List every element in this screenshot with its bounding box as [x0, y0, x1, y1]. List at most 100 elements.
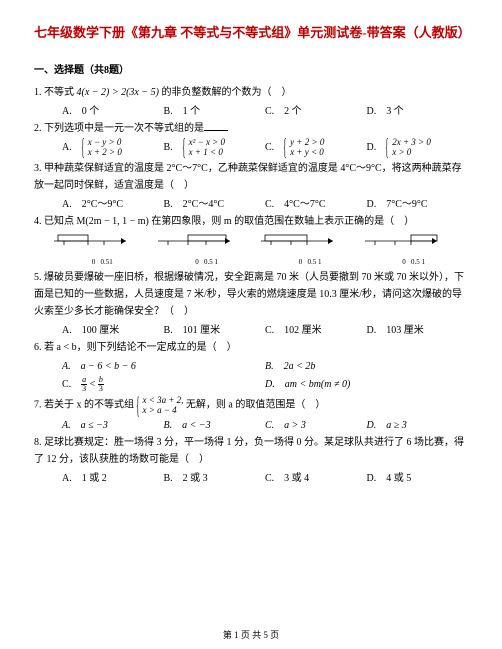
- q5-opt-b: B. 101 厘米: [164, 321, 266, 336]
- q1-stem-a: 1. 不等式: [34, 87, 77, 98]
- fraction: a3: [81, 376, 87, 393]
- fraction: b3: [98, 376, 104, 393]
- q2-options: A. x − y > 0x + 2 > 0 B. x² − x > 0x + 1…: [62, 138, 468, 157]
- q3-opt-a: A. 2°C～9°C: [62, 195, 164, 210]
- q7-options: A. a ≤ −3 B. a < −3 C. a > 3 D. a ≥ 3: [62, 416, 468, 431]
- q8-opt-c: C. 3 或 4: [265, 469, 367, 484]
- q2-opt-d: D. 2x + 3 > 0x > 0: [367, 138, 469, 157]
- tick: 0: [299, 258, 303, 266]
- q4-stem: 4. 已知点 M(2m − 1, 1 − m) 在第四象限，则 m 的取值范围在…: [34, 213, 468, 230]
- section-1-heading: 一、选择题（共8题）: [34, 61, 468, 76]
- brace-icon: x² − x > 0x + 1 < 0: [183, 138, 225, 157]
- q2-b-l2: x + 1 < 0: [189, 148, 225, 157]
- q6-opt-c: C. a3 < b3: [62, 375, 265, 393]
- page-footer: 第 1 页 共 5 页: [0, 628, 502, 641]
- q3-opt-b: B. 2°C～4°C: [164, 195, 266, 210]
- q2-opt-c: C. y + 2 > 0x + y < 0: [265, 138, 367, 157]
- tick: 0.5 1: [411, 258, 425, 266]
- q3-options: A. 2°C～9°C B. 2°C～4°C C. 4°C～7°C D. 7°C～…: [62, 195, 468, 210]
- q3-opt-c: C. 4°C～7°C: [265, 195, 367, 210]
- q1-opt-c: C. 2 个: [265, 102, 367, 117]
- brace-icon: 2x + 3 > 0x > 0: [386, 138, 431, 157]
- numberline-icon: [158, 231, 238, 253]
- tick: 0.5 1: [204, 258, 218, 266]
- q6-c-pre: C.: [62, 379, 81, 390]
- numberline-icon: [365, 231, 445, 253]
- q4-diagrams: 0 0.51 0 0.5 1 0: [54, 231, 468, 266]
- q6-options-row2: C. a3 < b3 D. am < bm(m ≠ 0): [62, 375, 468, 393]
- q8-stem: 8. 足球比赛规定：胜一场得 3 分，平一场得 1 分，负一场得 0 分。某足球…: [34, 434, 468, 468]
- q2-stem: 2. 下列选项中是一元一次不等式组的是: [34, 120, 468, 137]
- q6-stem: 6. 若 a < b，则下列结论不一定成立的是（ ）: [34, 339, 468, 356]
- brace-icon: x < 3a + 2,x > a − 4: [137, 396, 184, 415]
- tick: 0: [402, 258, 406, 266]
- q7-opt-d: D. a ≥ 3: [367, 416, 469, 431]
- q5-opt-c: C. 102 厘米: [265, 321, 367, 336]
- q2-b-pre: B.: [164, 142, 183, 153]
- tick: 0: [195, 258, 199, 266]
- q2-c-pre: C.: [265, 142, 284, 153]
- q6-stem-text: 6. 若 a < b，则下列结论不一定成立的是（ ）: [34, 342, 237, 353]
- q3-opt-d: D. 7°C～9°C: [367, 195, 469, 210]
- q7-c-text: C. a > 3: [265, 420, 306, 431]
- q4-stem-text: 4. 已知点 M(2m − 1, 1 − m) 在第四象限，则 m 的取值范围在…: [34, 216, 414, 227]
- q5-opt-d: D. 103 厘米: [367, 321, 469, 336]
- q6-b-text: B. 2a < 2b: [265, 361, 315, 372]
- q7-opt-b: B. a < −3: [164, 416, 266, 431]
- brace-icon: y + 2 > 0x + y < 0: [284, 138, 324, 157]
- q1-opt-d: D. 3 个: [367, 102, 469, 117]
- q7-l2: x > a − 4: [143, 406, 184, 415]
- q8-opt-b: B. 2 或 3: [164, 469, 266, 484]
- q6-opt-d: D. am < bm(m ≠ 0): [265, 375, 468, 393]
- q4-diagram-b: 0 0.5 1: [158, 231, 262, 266]
- q1-opt-a: A. 0 个: [62, 102, 164, 117]
- q2-a-pre: A.: [62, 142, 82, 153]
- q2-opt-b: B. x² − x > 0x + 1 < 0: [164, 138, 266, 157]
- q8-opt-a: A. 1 或 2: [62, 469, 164, 484]
- q1-opt-b: B. 1 个: [164, 102, 266, 117]
- q3-stem: 3. 甲种蔬菜保鲜适宜的温度是 2°C～7°C，乙种蔬菜保鲜适宜的温度是 4°C…: [34, 160, 468, 194]
- q5-stem: 5. 爆破员要爆破一座旧桥，根据爆破情况，安全距离是 70 米（人员要撤到 70…: [34, 269, 468, 320]
- q7-stem-b: 无解，则 a 的取值范围是（ ）: [183, 400, 325, 411]
- q7-opt-a: A. a ≤ −3: [62, 416, 164, 431]
- q6-opt-a: A. a − 6 < b − 6: [62, 357, 265, 372]
- q2-c-l2: x + y < 0: [290, 148, 324, 157]
- q1-stem-b: 的非负整数解的个数为（ ）: [159, 87, 292, 98]
- q2-opt-a: A. x − y > 0x + 2 > 0: [62, 138, 164, 157]
- q2-stem-text: 2. 下列选项中是一元一次不等式组的是: [34, 123, 204, 134]
- q7-opt-c: C. a > 3: [265, 416, 367, 431]
- q4-diagram-c: 0 0.5 1: [261, 231, 365, 266]
- q8-options: A. 1 或 2 B. 2 或 3 C. 3 或 4 D. 4 或 5: [62, 469, 468, 484]
- q7-b-text: B. a < −3: [164, 420, 211, 431]
- q1-expr: 4(x − 2) > 2(3x − 5): [77, 87, 159, 98]
- doc-title: 七年级数学下册《第九章 不等式与不等式组》单元测试卷-带答案（人教版）: [34, 22, 468, 41]
- q7-stem-a: 7. 若关于 x 的不等式组: [34, 400, 137, 411]
- tick: 0.5 1: [308, 258, 322, 266]
- q4d-ticks: 0 0.5 1: [365, 258, 469, 266]
- q7-a-text: A. a ≤ −3: [62, 420, 108, 431]
- page: 七年级数学下册《第九章 不等式与不等式组》单元测试卷-带答案（人教版） 一、选择…: [0, 0, 502, 649]
- q2-a-l2: x + 2 > 0: [88, 148, 122, 157]
- q7-d-text: D. a ≥ 3: [367, 420, 407, 431]
- numberline-icon: [261, 231, 341, 253]
- q4a-ticks: 0 0.51: [54, 258, 158, 266]
- q4b-ticks: 0 0.5 1: [158, 258, 262, 266]
- q1-options: A. 0 个 B. 1 个 C. 2 个 D. 3 个: [62, 102, 468, 117]
- brace-icon: x − y > 0x + 2 > 0: [82, 138, 122, 157]
- q4-diagram-a: 0 0.51: [54, 231, 158, 266]
- q6-d-text: D. am < bm(m ≠ 0): [265, 379, 350, 390]
- blank: [204, 121, 228, 131]
- q4c-ticks: 0 0.5 1: [261, 258, 365, 266]
- q2-d-pre: D.: [367, 142, 387, 153]
- q6-a-text: A. a − 6 < b − 6: [62, 361, 136, 372]
- numberline-icon: [54, 231, 134, 253]
- q8-opt-d: D. 4 或 5: [367, 469, 469, 484]
- q5-options: A. 100 厘米 B. 101 厘米 C. 102 厘米 D. 103 厘米: [62, 321, 468, 336]
- q6-options-row1: A. a − 6 < b − 6 B. 2a < 2b: [62, 357, 468, 372]
- q5-opt-a: A. 100 厘米: [62, 321, 164, 336]
- q6-opt-b: B. 2a < 2b: [265, 357, 468, 372]
- tick: 0: [92, 258, 96, 266]
- q7-stem: 7. 若关于 x 的不等式组 x < 3a + 2,x > a − 4 无解，则…: [34, 396, 468, 415]
- q2-d-l2: x > 0: [392, 148, 431, 157]
- q1-stem: 1. 不等式 4(x − 2) > 2(3x − 5) 的非负整数解的个数为（ …: [34, 84, 468, 101]
